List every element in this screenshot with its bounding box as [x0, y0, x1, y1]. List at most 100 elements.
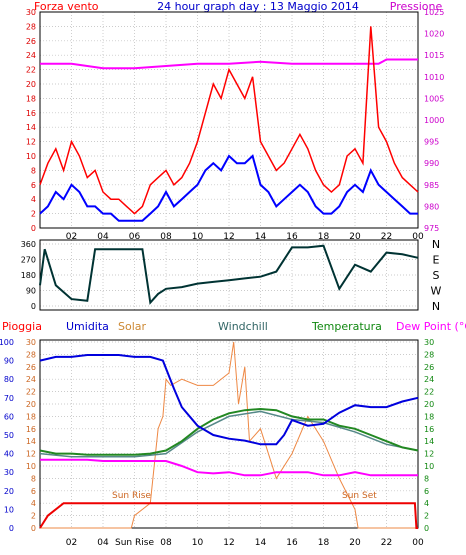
temperature-y-tick-label: 26: [26, 363, 36, 372]
compass-label: N: [432, 238, 440, 251]
climate-x-tick-label: 08: [160, 538, 172, 548]
temperature-y-tick-label-right: 6: [424, 487, 429, 496]
wind-panel-frame: [39, 11, 419, 229]
temperature-y-tick-label-right: 18: [424, 412, 434, 421]
pressure-y-tick-label: 1010: [424, 73, 444, 82]
temperature-y-tick-label: 28: [26, 350, 36, 359]
wind-x-tick-label: 02: [66, 232, 77, 242]
temperature-y-tick-label-right: 0: [424, 524, 429, 533]
wind-y-tick-label: 12: [26, 138, 36, 147]
temperature-y-tick-label: 8: [31, 474, 36, 483]
pressure-y-tick-label: 1015: [424, 51, 444, 60]
temperature-y-tick-label-right: 26: [424, 363, 434, 372]
wind-y-tick-label: 2: [31, 210, 36, 219]
temperature-y-tick-label-right: 20: [424, 400, 434, 409]
wind-x-ticks: 02 04 06 08 10 12 14 16 18 20 22 00: [66, 232, 424, 242]
temperature-y-tick-label-right: 8: [424, 474, 429, 483]
wind-y-tick-label: 14: [26, 123, 36, 132]
climate-x-tick-label: 10: [192, 538, 204, 548]
temperature-y-tick-label-right: 2: [424, 512, 429, 521]
wind-x-tick-label: 18: [318, 232, 330, 242]
wind-y-tick-label: 24: [26, 51, 36, 60]
wind-x-tick-label: 14: [255, 232, 267, 242]
legend-temperature: Temperatura: [311, 320, 382, 333]
humidity-y-tick-label: 100: [0, 338, 14, 347]
solar-series: [40, 341, 418, 529]
wind-x-tick-label: 12: [223, 232, 234, 242]
pressure-y-ticks: 975 980 985 990 995 1000 1005 1010 1015 1020 1025: [424, 8, 444, 233]
climate-x-tick-label: 20: [349, 538, 361, 548]
wind-y-tick-label: 10: [26, 152, 36, 161]
wind-x-tick-label: 08: [160, 232, 172, 242]
humidity-y-tick-label: 30: [4, 468, 14, 477]
humidity-y-tick-label: 80: [4, 375, 14, 384]
legend-rain: Pioggia: [2, 320, 42, 333]
temperature-y-tick-label-right: 10: [424, 462, 434, 471]
pressure-y-tick-label: 1000: [424, 116, 444, 125]
climate-x-tick-label: 02: [66, 538, 77, 548]
climate-x-tick-label: 00: [412, 538, 424, 548]
wind-x-tick-label: 20: [349, 232, 361, 242]
humidity-y-tick-label: 50: [4, 431, 14, 440]
wind-x-tick-label: 10: [192, 232, 204, 242]
temperature-y-tick-label: 22: [26, 388, 36, 397]
wind-y-tick-label: 6: [31, 181, 36, 190]
humidity-series: [39, 354, 419, 446]
pressure-y-tick-label: 995: [424, 138, 439, 147]
temperature-y-tick-label-right: 24: [424, 375, 434, 384]
climate-x-tick-label: 18: [318, 538, 330, 548]
pressure-y-tick-label: 1005: [424, 94, 444, 103]
humidity-y-tick-label: 90: [4, 357, 14, 366]
windchill-series: [39, 410, 419, 458]
temperature-y-tick-label: 18: [26, 412, 36, 421]
wind-average-series: [39, 154, 418, 222]
temperature-y-tick-label-right: 4: [424, 499, 429, 508]
wind-x-tick-label: 06: [129, 232, 141, 242]
wind-y-tick-label: 22: [26, 66, 36, 75]
compass-label: W: [431, 285, 442, 298]
wind-x-tick-label: 04: [97, 232, 109, 242]
wind-y-tick-label: 4: [31, 195, 36, 204]
temperature-series: [39, 407, 419, 456]
legend-solar: Solar: [118, 320, 147, 333]
pressure-y-tick-label: 990: [424, 159, 439, 168]
direction-grid: [40, 240, 419, 310]
dewpoint-series: [40, 458, 418, 477]
temperature-y-tick-label-right: 16: [424, 425, 434, 434]
temperature-y-tick-label: 24: [26, 375, 36, 384]
humidity-y-tick-label: 70: [4, 394, 14, 403]
temperature-y-tick-label: 6: [31, 487, 36, 496]
pressure-y-tick-label: 980: [424, 202, 439, 211]
compass-label: N: [432, 300, 440, 313]
sun-set-annotation: Sun Set: [342, 491, 377, 501]
wind-grid: [40, 11, 419, 229]
direction-y-tick-label: 0: [31, 302, 36, 311]
sun-rise-annotation: Sun Rise: [112, 491, 151, 501]
direction-y-tick-label: 90: [26, 287, 36, 296]
climate-x-tick-label: 22: [381, 538, 392, 548]
direction-y-ticks: 0 90 180 270 360: [21, 240, 36, 311]
temperature-y-tick-label-right: 22: [424, 388, 434, 397]
temperature-y-tick-label-right: 30: [424, 338, 434, 347]
direction-panel-frame: [39, 239, 419, 311]
temperature-y-tick-label: 10: [26, 462, 36, 471]
temperature-y-tick-label: 12: [26, 450, 36, 459]
humidity-y-tick-label: 60: [4, 412, 14, 421]
pressure-y-tick-label: 975: [424, 224, 439, 233]
wind-x-tick-label: 16: [286, 232, 298, 242]
temperature-y-tick-label: 4: [31, 499, 36, 508]
climate-x-tick-label: 12: [223, 538, 234, 548]
wind-y-tick-label: 0: [31, 224, 36, 233]
pressure-label: Pressione: [390, 0, 443, 13]
wind-x-tick-label: 00: [412, 232, 424, 242]
wind-y-tick-label: 8: [31, 166, 36, 175]
pressure-y-tick-label: 985: [424, 181, 439, 190]
wind-y-tick-label: 16: [26, 109, 36, 118]
